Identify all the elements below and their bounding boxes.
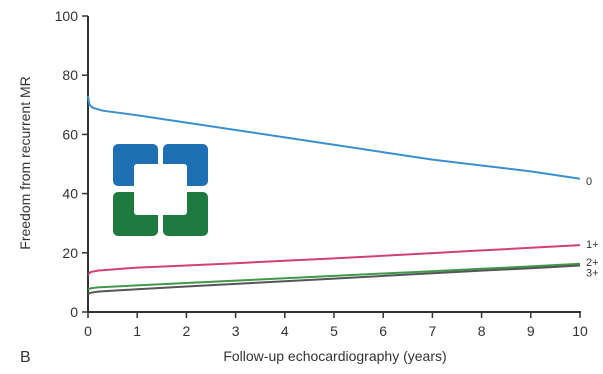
y-tick-label: 80 [62, 67, 78, 83]
x-tick-label: 6 [379, 323, 387, 339]
series-line [87, 244, 581, 276]
x-tick-label: 8 [478, 323, 486, 339]
x-tick-label: 7 [429, 323, 437, 339]
x-tick-label: 3 [232, 323, 240, 339]
series-line [87, 262, 581, 291]
x-tick-label: 10 [572, 323, 588, 339]
y-tick-label: 60 [62, 126, 78, 142]
series-label: 3+ [586, 268, 599, 280]
y-tick-label: 100 [55, 8, 79, 24]
x-axis-title: Follow-up echocardiography (years) [223, 348, 446, 364]
series-labels: 0 1+ 2+3+ [586, 176, 599, 280]
series-line [87, 264, 581, 296]
series-lines [87, 95, 581, 296]
x-tick-label: 5 [330, 323, 338, 339]
x-tick-label: 4 [281, 323, 289, 339]
series-label: 0 [586, 176, 592, 188]
series-label: 1+ [586, 239, 599, 251]
y-tick-label: 40 [62, 186, 78, 202]
logo-center [134, 164, 187, 215]
cleveland-clinic-logo [113, 144, 208, 236]
panel-label: B [20, 349, 31, 366]
x-tick-label: 9 [527, 323, 535, 339]
y-tick-label: 0 [70, 304, 78, 320]
x-tick-label: 0 [84, 323, 92, 339]
y-axis-title: Freedom from recurrent MR [17, 76, 33, 249]
series-line [87, 95, 581, 180]
axes: 0 20 40 60 80 100 0 1 2 3 4 5 6 7 8 9 10 [55, 8, 588, 339]
x-tick-label: 1 [133, 323, 141, 339]
series-label: 2+ [586, 257, 599, 269]
y-tick-label: 20 [62, 245, 78, 261]
x-tick-label: 2 [183, 323, 191, 339]
